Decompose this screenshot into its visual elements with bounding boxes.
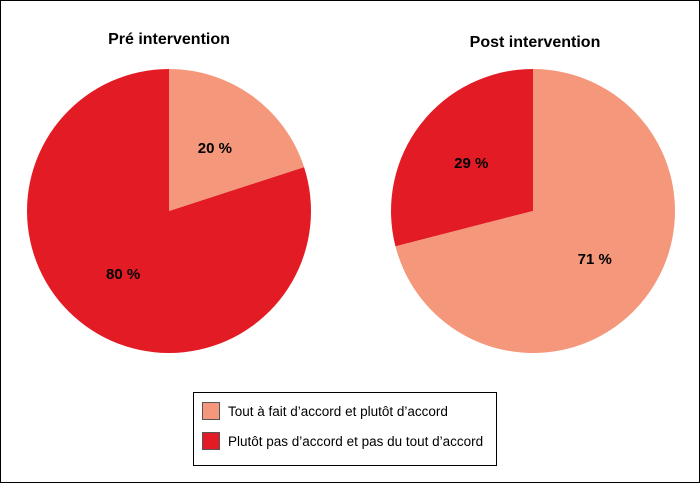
slice-label-post-disagree: 29 %: [454, 155, 488, 172]
pie-slice-pre-agree: [169, 69, 305, 211]
slice-label-pre-disagree: 80 %: [106, 266, 140, 283]
legend-label-disagree: Plutôt pas d’accord et pas du tout d’acc…: [228, 433, 484, 449]
pie-chart-pre-intervention: Pré intervention 20 % 80 %: [26, 31, 312, 353]
slice-label-pre-agree: 20 %: [198, 140, 232, 157]
legend-swatch-agree: [202, 402, 220, 420]
pie-chart-post-intervention: Post intervention 71 % 29 %: [390, 34, 675, 354]
legend-item-disagree: Plutôt pas d’accord et pas du tout d’acc…: [202, 431, 483, 451]
legend-label-agree: Tout à fait d’accord et plutôt d’accord: [228, 403, 448, 419]
chart-title-post: Post intervention: [470, 34, 601, 51]
legend-item-agree: Tout à fait d’accord et plutôt d’accord: [202, 401, 448, 421]
pie-slice-post-disagree: [390, 69, 533, 247]
chart-title-pre: Pré intervention: [108, 31, 230, 48]
legend: Tout à fait d’accord et plutôt d’accord …: [193, 392, 497, 466]
pie-slice-post-agree: [395, 69, 675, 354]
slice-label-post-agree: 71 %: [578, 251, 612, 268]
legend-swatch-disagree: [202, 432, 220, 450]
